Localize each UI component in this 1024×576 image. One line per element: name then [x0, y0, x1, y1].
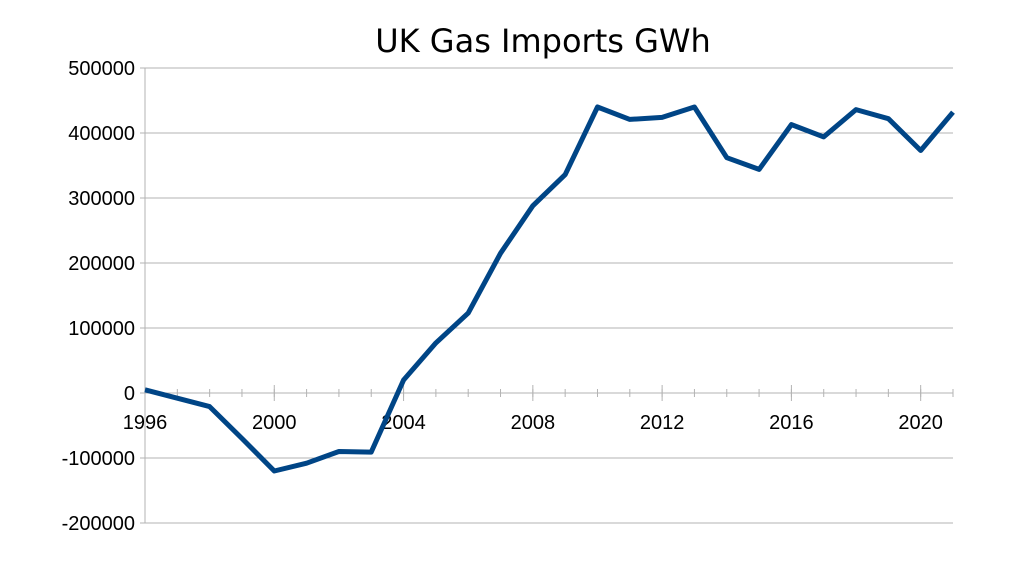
y-tick-label: 400000 — [68, 123, 135, 145]
y-tick-label: 300000 — [68, 188, 135, 210]
series-line — [144, 104, 955, 474]
y-tick-label: 100000 — [68, 318, 135, 340]
y-tick-label: -100000 — [62, 448, 135, 470]
chart-title: UK Gas Imports GWh — [375, 22, 711, 60]
y-tick-label: -200000 — [62, 513, 135, 535]
x-tick-label: 1996 — [123, 412, 168, 434]
grid-lines — [145, 67, 953, 524]
x-tick-label: 2008 — [511, 412, 556, 434]
x-tick-label: 2004 — [381, 412, 426, 434]
series-group — [144, 104, 955, 474]
axes — [144, 68, 953, 523]
y-tick-label: 200000 — [68, 253, 135, 275]
x-tick-label: 2000 — [252, 412, 297, 434]
y-axis-ticks: 500000 400000 300000 200000 100000 0 -100000 -2… — [62, 58, 145, 535]
x-tick-label: 2016 — [769, 412, 814, 434]
x-axis-ticks: 1996 2000 2004 2008 2012 2016 2020 — [123, 385, 954, 434]
x-tick-label: 2020 — [898, 412, 943, 434]
y-tick-label: 500000 — [68, 58, 135, 80]
x-tick-label: 2012 — [640, 412, 685, 434]
y-tick-label: 0 — [124, 383, 135, 405]
